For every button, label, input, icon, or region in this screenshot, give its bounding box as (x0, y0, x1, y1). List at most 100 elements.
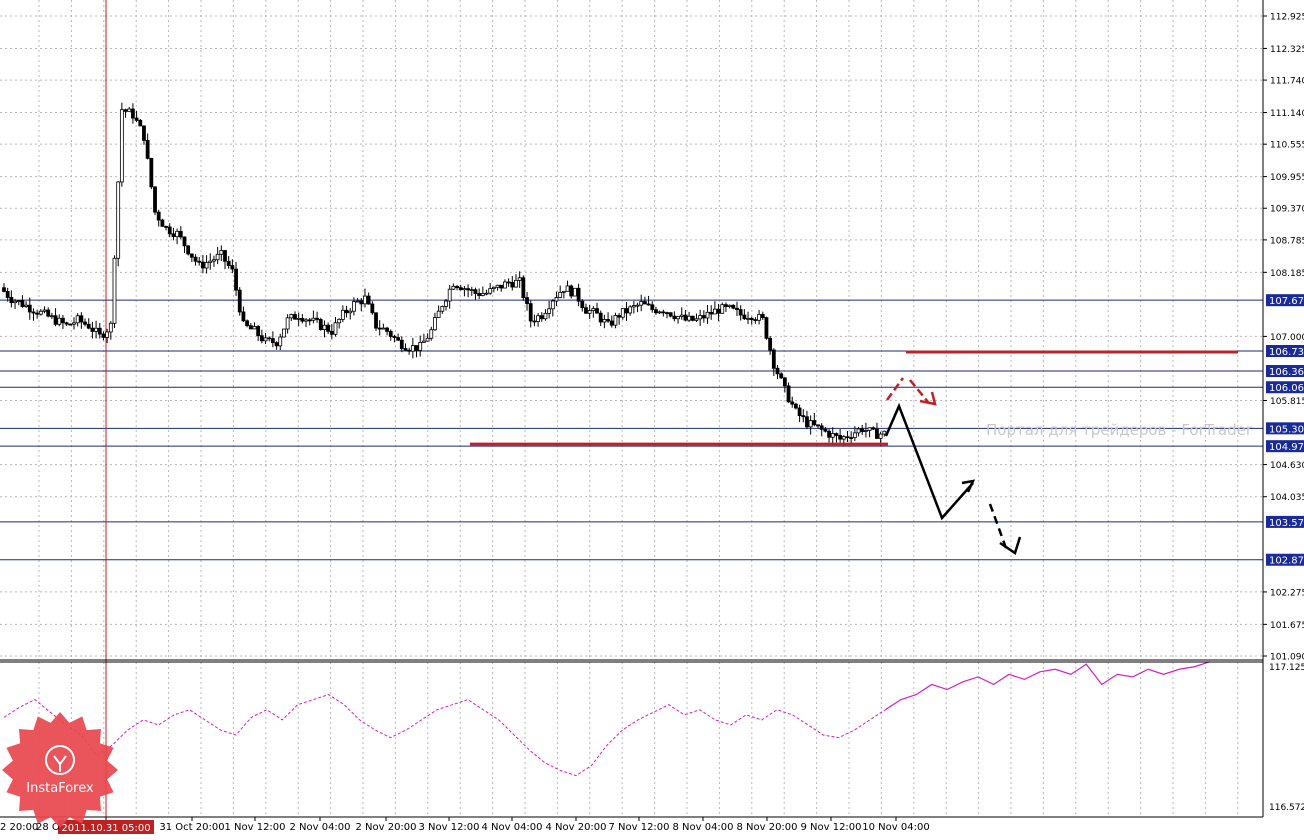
candle-body (94, 327, 98, 332)
candle-body (495, 284, 500, 288)
candle-body (517, 277, 522, 281)
candle-body (425, 337, 430, 342)
candle-body (348, 310, 353, 314)
candle-body (270, 338, 275, 344)
candle-body (97, 327, 102, 335)
candle-body (801, 415, 806, 418)
candle-body (690, 315, 695, 321)
x-tick-label: 8 Nov 20:00 (736, 822, 797, 833)
candle-body (760, 314, 765, 319)
candle-body (525, 297, 529, 305)
level-label-box (1266, 381, 1304, 394)
level-label-box (1266, 515, 1304, 528)
candle-body (569, 285, 574, 297)
indicator-dashed (3, 694, 886, 777)
candle-body (333, 322, 338, 335)
cursor-time-box (58, 820, 154, 834)
x-tick-label: 4 Nov 20:00 (545, 822, 606, 833)
candle-body (624, 308, 629, 314)
y-tick-label: 107.000 (1270, 333, 1304, 343)
candle-body (830, 433, 835, 438)
candle-body (440, 306, 445, 312)
candle-body (488, 288, 493, 294)
candle-body (676, 316, 680, 320)
candle-body (24, 304, 29, 307)
candle-body (805, 416, 809, 428)
candles (2, 102, 887, 447)
level-label: 102.87 (1269, 556, 1304, 567)
candle-body (212, 259, 216, 262)
candle-body (105, 331, 110, 338)
y-tick-label: 109.370 (1270, 205, 1304, 215)
price-grid (0, 0, 1263, 660)
candle-body (661, 311, 666, 314)
candle-body (64, 322, 69, 325)
candle-body (786, 385, 791, 403)
candle-body (315, 317, 319, 320)
candle-body (436, 310, 441, 319)
level-label: 106.06 (1269, 383, 1304, 394)
candle-body (639, 301, 644, 306)
candle-body (167, 226, 172, 235)
candle-body (359, 300, 364, 305)
candle-body (727, 304, 732, 307)
candle-body (665, 312, 669, 315)
candle-body (352, 301, 356, 312)
x-tick-label: 7 Nov 12:00 (608, 822, 669, 833)
x-tick-label: 2 Nov 04:00 (289, 822, 350, 833)
candle-body (543, 312, 548, 320)
candle-body (812, 420, 817, 426)
forecast-arrowhead (961, 479, 976, 493)
candle-body (307, 319, 312, 322)
candle-body (852, 432, 857, 439)
candle-body (823, 428, 828, 432)
candle-body (252, 326, 257, 330)
candle-body (797, 407, 802, 417)
candle-body (27, 304, 32, 313)
candle-body (256, 326, 261, 337)
candle-body (561, 290, 566, 293)
candle-body (237, 289, 242, 313)
candle-body (381, 327, 386, 330)
x-tick-label: 3 Nov 12:00 (418, 822, 479, 833)
level-label: 105.30 (1269, 424, 1304, 435)
candle-body (142, 125, 146, 141)
candle-body (536, 315, 540, 322)
x-tick-label: 8 Nov 04:00 (672, 822, 733, 833)
indicator-grid (38, 662, 1239, 817)
candle-body (510, 281, 515, 288)
candle-body (145, 139, 150, 159)
candle-body (576, 287, 581, 302)
candle-body (860, 428, 865, 432)
candle-body (259, 335, 264, 342)
candle-body (300, 318, 305, 322)
candle-body (595, 308, 599, 314)
candle-body (226, 260, 231, 266)
candle-body (782, 377, 787, 387)
candle-body (864, 430, 868, 432)
candle-body (841, 436, 846, 440)
candle-body (646, 303, 651, 306)
candle-body (499, 284, 504, 289)
candle-body (414, 345, 419, 351)
candle-body (377, 327, 382, 330)
candle-body (867, 427, 872, 431)
candle-body (388, 330, 393, 337)
candle-body (134, 117, 139, 121)
candle-body (539, 315, 544, 320)
candle-body (421, 340, 426, 343)
candle-body (245, 320, 250, 327)
x-tick-label: 9 Nov 12:00 (800, 822, 861, 833)
candle-body (90, 327, 95, 332)
candle-body (86, 323, 91, 329)
candle-body (753, 319, 758, 322)
candle-body (374, 312, 378, 329)
candle-body (285, 317, 290, 330)
candle-body (127, 108, 132, 112)
candle-body (241, 311, 246, 322)
y-tick-label: 109.955 (1270, 173, 1304, 183)
forecast-path-down (884, 402, 974, 521)
candle-body (304, 319, 308, 322)
logo-icon-mark (53, 755, 67, 772)
candle-body (849, 437, 854, 439)
